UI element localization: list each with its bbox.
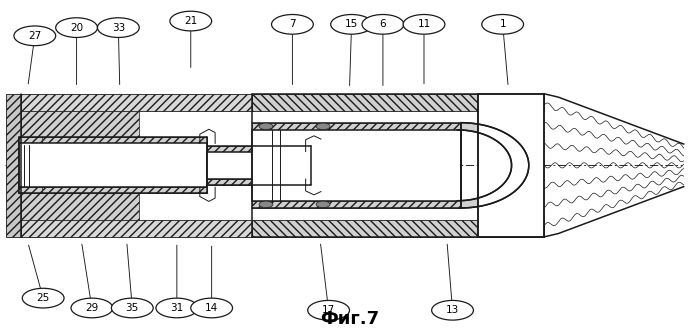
Circle shape: [331, 15, 373, 34]
Circle shape: [22, 288, 64, 308]
Circle shape: [482, 15, 524, 34]
Text: 1: 1: [499, 19, 506, 29]
Bar: [21, 193, 139, 220]
Bar: [21, 220, 252, 237]
Circle shape: [191, 298, 233, 318]
Polygon shape: [457, 123, 528, 208]
Circle shape: [56, 18, 97, 38]
Bar: [207, 146, 311, 152]
Bar: [478, 220, 545, 237]
Text: 33: 33: [112, 23, 125, 33]
Circle shape: [111, 298, 153, 318]
Bar: [19, 143, 207, 187]
Text: 17: 17: [322, 305, 336, 315]
Bar: [252, 94, 478, 111]
Circle shape: [271, 15, 313, 34]
Text: 11: 11: [417, 19, 431, 29]
Text: 15: 15: [345, 19, 358, 29]
Bar: [252, 123, 461, 130]
Bar: [18, 187, 43, 193]
Text: 13: 13: [446, 305, 459, 315]
Circle shape: [316, 123, 330, 129]
Bar: [19, 187, 207, 193]
Bar: [252, 220, 478, 237]
Text: 21: 21: [184, 16, 197, 26]
Bar: [207, 179, 311, 185]
Bar: [478, 94, 545, 237]
Bar: [21, 94, 252, 111]
Text: 20: 20: [70, 23, 83, 33]
Text: 25: 25: [36, 293, 50, 303]
Text: Фиг.7: Фиг.7: [320, 310, 379, 328]
Text: 14: 14: [205, 303, 218, 313]
Bar: [6, 94, 21, 237]
Bar: [478, 94, 545, 111]
Text: 27: 27: [28, 31, 41, 41]
Circle shape: [97, 18, 139, 38]
Circle shape: [14, 26, 56, 46]
Circle shape: [71, 298, 113, 318]
Text: 7: 7: [289, 19, 296, 29]
Bar: [21, 111, 139, 137]
Bar: [207, 152, 311, 179]
Circle shape: [316, 201, 330, 208]
Circle shape: [156, 298, 198, 318]
Circle shape: [259, 201, 273, 208]
Circle shape: [403, 15, 445, 34]
Circle shape: [432, 300, 473, 320]
Text: 31: 31: [171, 303, 183, 313]
Bar: [18, 137, 43, 143]
Circle shape: [259, 123, 273, 129]
Text: 35: 35: [126, 303, 139, 313]
Text: 6: 6: [380, 19, 387, 29]
Circle shape: [362, 15, 404, 34]
Circle shape: [170, 11, 212, 31]
Bar: [252, 130, 461, 201]
Bar: [19, 137, 207, 143]
Circle shape: [308, 300, 350, 320]
Text: 29: 29: [85, 303, 99, 313]
Bar: [252, 201, 461, 208]
